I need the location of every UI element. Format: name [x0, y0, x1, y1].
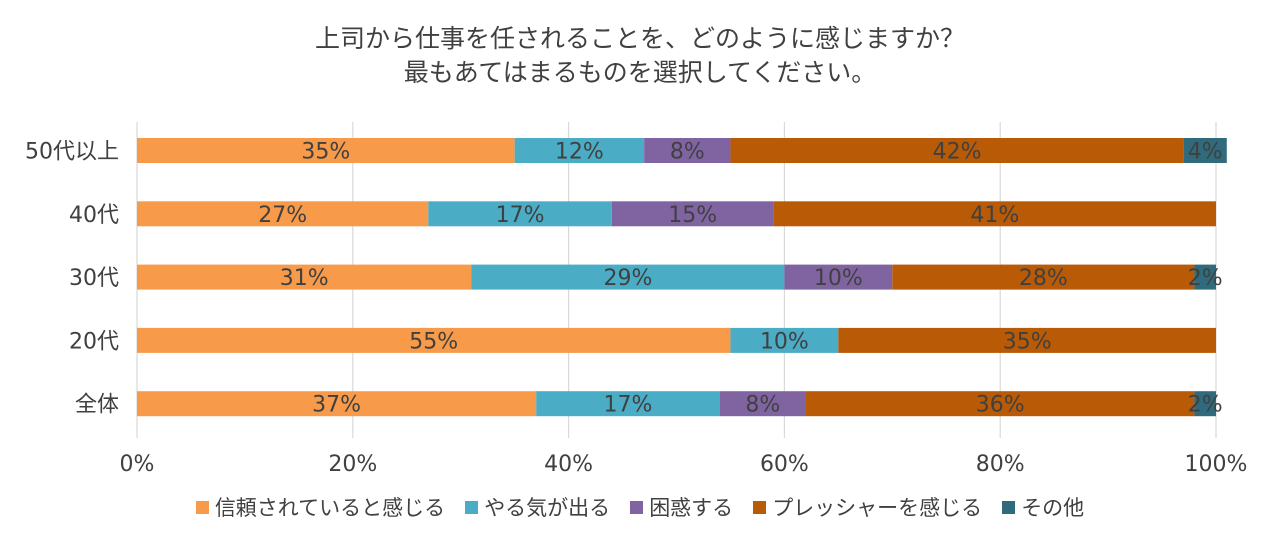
- bar-segment: [514, 138, 645, 163]
- bar-segment: [471, 264, 785, 290]
- data-label: 55%: [409, 329, 458, 354]
- legend-swatch: [465, 500, 479, 514]
- data-label: 8%: [745, 393, 780, 418]
- category-label: 50代以上: [25, 140, 119, 165]
- legend-swatch: [1002, 500, 1016, 514]
- data-label: 17%: [603, 393, 652, 418]
- data-label: 15%: [668, 203, 717, 228]
- bar-segment: [730, 327, 839, 353]
- bar-segment: [611, 201, 774, 227]
- bar-segment: [644, 138, 731, 163]
- bar-segment: [1194, 264, 1216, 290]
- bar-segment: [137, 264, 472, 290]
- data-label: 10%: [814, 266, 863, 291]
- bar-segment: [137, 391, 537, 417]
- chart-title-line-2: 最もあてはまるものを選択してください。: [403, 58, 877, 87]
- data-label: 36%: [976, 393, 1025, 418]
- bar-segment: [730, 138, 1184, 163]
- data-label: 35%: [1003, 329, 1052, 354]
- bar-segment: [428, 201, 612, 227]
- data-label: 12%: [555, 140, 604, 165]
- bar-segment: [892, 264, 1195, 290]
- bar-segment: [137, 138, 515, 163]
- data-label: 28%: [1019, 266, 1068, 291]
- legend-item: やる気が出る: [465, 492, 610, 522]
- data-label: 41%: [970, 203, 1019, 228]
- legend-label: 困惑する: [649, 496, 734, 520]
- data-label: 2%: [1188, 393, 1223, 418]
- data-label: 27%: [258, 203, 307, 228]
- legend-swatch: [753, 500, 767, 514]
- legend-item: 困惑する: [630, 492, 733, 522]
- legend-label: 信頼されていると感じる: [214, 496, 446, 520]
- x-tick-label: 0%: [120, 452, 155, 477]
- legend-item: プレッシャーを感じる: [753, 492, 982, 522]
- category-label: 30代: [69, 266, 119, 291]
- bar-segment: [137, 327, 731, 353]
- legend-item: その他: [1002, 492, 1084, 522]
- category-label: 40代: [69, 203, 119, 228]
- x-tick-label: 40%: [544, 452, 593, 477]
- bar-segment: [719, 391, 806, 417]
- bar-segment: [784, 264, 893, 290]
- bar-segment: [773, 201, 1216, 227]
- chart-title: 上司から仕事を任されることを、どのように感じますか？ 最もあてはまるものを選択し…: [0, 22, 1280, 90]
- data-label: 4%: [1188, 140, 1223, 165]
- data-label: 29%: [603, 266, 652, 291]
- data-label: 2%: [1188, 266, 1223, 291]
- bar-segment: [536, 391, 720, 417]
- bar-segment: [1194, 391, 1216, 417]
- chart-legend: 信頼されていると感じる やる気が出る 困惑する プレッシャーを感じる その他: [0, 492, 1280, 522]
- legend-item: 信頼されていると感じる: [195, 492, 446, 522]
- legend-swatch: [195, 500, 209, 514]
- legend-label: その他: [1021, 496, 1085, 520]
- legend-label: プレッシャーを感じる: [772, 496, 983, 520]
- data-label: 10%: [760, 329, 809, 354]
- bar-segment: [838, 327, 1216, 353]
- data-label: 37%: [312, 393, 361, 418]
- data-label: 31%: [280, 266, 329, 291]
- bar-segment: [1183, 138, 1227, 163]
- bar-segment: [805, 391, 1195, 417]
- data-label: 17%: [496, 203, 545, 228]
- data-label: 42%: [933, 140, 982, 165]
- x-tick-label: 60%: [760, 452, 809, 477]
- x-tick-label: 20%: [328, 452, 377, 477]
- bar-segment: [137, 201, 429, 227]
- legend-label: やる気が出る: [484, 496, 611, 520]
- x-tick-label: 80%: [976, 452, 1025, 477]
- data-label: 35%: [301, 140, 350, 165]
- chart-title-line-1: 上司から仕事を任されることを、どのように感じますか？: [314, 24, 965, 53]
- category-label: 全体: [75, 393, 119, 418]
- data-label: 8%: [670, 140, 705, 165]
- legend-swatch: [630, 500, 644, 514]
- x-tick-label: 100%: [1185, 452, 1248, 477]
- category-label: 20代: [69, 329, 119, 354]
